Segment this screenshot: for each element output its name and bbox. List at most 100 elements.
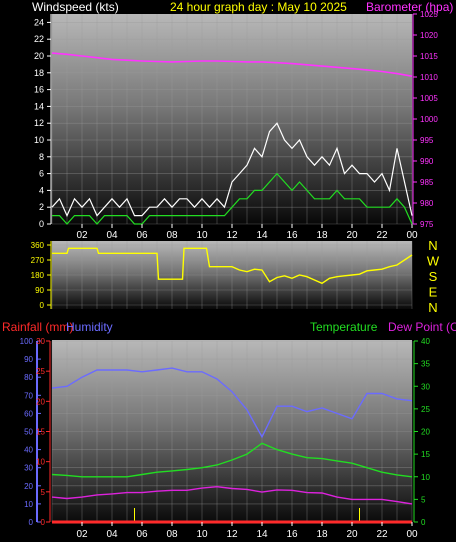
windspeed-tick-label: 24	[34, 17, 44, 27]
windspeed-tick-label: 18	[34, 68, 44, 78]
time-tick-label: 02	[76, 230, 88, 241]
time-tick-label: 06	[136, 529, 148, 540]
humidity-tick-label: 30	[24, 464, 33, 473]
time-tick-label: 12	[226, 529, 238, 540]
temperature-tick-label: 35	[421, 360, 430, 369]
barometer-title: Barometer (hpa)	[366, 0, 453, 14]
windspeed-tick-label: 22	[34, 34, 44, 44]
wind-grid	[51, 14, 413, 225]
dewpoint-title: Dew Point (C)	[388, 320, 456, 334]
direction-tick-label: 360	[31, 241, 45, 250]
direction-degrees-axis: 0 90 180 270 360	[31, 241, 52, 310]
time-tick-label: 04	[106, 529, 118, 540]
direction-tick-label: 0	[40, 301, 45, 310]
barometer-line	[51, 52, 413, 77]
time-tick-label: 02	[76, 529, 88, 540]
windspeed-tick-label: 8	[39, 152, 44, 162]
rainfall-tick-label: 0	[41, 518, 46, 527]
temperature-tick-label: 40	[421, 337, 430, 346]
barometer-tick-label: 1000	[420, 115, 438, 124]
wind-direction-line	[52, 247, 413, 285]
barometer-tick-label: 975	[420, 220, 434, 229]
time-tick-label: 10	[196, 230, 208, 241]
temperature-line	[51, 442, 413, 478]
time-tick-label: 08	[166, 230, 178, 241]
temperature-tick-label: 30	[421, 382, 430, 391]
time-tick-label: 00	[406, 529, 418, 540]
rainfall-tick-label: 20	[36, 397, 45, 406]
rainfall-tick-label: 30	[36, 337, 45, 346]
time-tick-label: 16	[286, 230, 298, 241]
temperature-title: Temperature	[310, 320, 378, 334]
time-tick-label: 18	[316, 230, 328, 241]
humidity-tick-label: 60	[24, 409, 33, 418]
compass-letter: E	[429, 285, 438, 300]
humidity-tick-label: 100	[20, 337, 34, 346]
time-tick-label: 00	[406, 230, 418, 241]
rainfall-title: Rainfall (mm)	[2, 320, 73, 334]
temperature-tick-label: 5	[421, 495, 426, 504]
barometer-tick-label: 1020	[420, 31, 438, 40]
humidity-tick-label: 90	[24, 355, 33, 364]
windspeed-tick-label: 20	[34, 51, 44, 61]
compass-letter: S	[429, 269, 438, 284]
time-tick-label: 12	[226, 230, 238, 241]
wind-series	[51, 52, 413, 225]
windspeed-tick-label: 14	[34, 101, 44, 111]
climate-axes: 0 10 20 30 40 50 60 70 80 90 100 0 5 10 15 20 25 30 0 5 10 15…	[20, 337, 431, 527]
time-tick-label: 22	[376, 230, 388, 241]
time-tick-label: 16	[286, 529, 298, 540]
temperature-tick-label: 15	[421, 450, 430, 459]
humidity-tick-label: 40	[24, 446, 33, 455]
windspeed-tick-label: 12	[34, 118, 44, 128]
windspeed-tick-label: 6	[39, 169, 44, 179]
time-tick-label: 22	[376, 529, 388, 540]
compass-letter: N	[428, 300, 437, 315]
dewpoint-line	[51, 485, 413, 505]
humidity-tick-label: 70	[24, 391, 33, 400]
barometer-tick-label: 1005	[420, 94, 438, 103]
time-axis-bottom: 02 04 06 08 10 12 14 16 18 20 22 00	[76, 522, 418, 540]
average-wind-line	[52, 172, 413, 225]
humidity-tick-label: 10	[24, 500, 33, 509]
time-tick-label: 20	[346, 529, 358, 540]
time-tick-label: 10	[196, 529, 208, 540]
time-tick-label: 04	[106, 230, 118, 241]
compass-letter: W	[427, 254, 440, 269]
windspeed-tick-label: 16	[34, 85, 44, 95]
barometer-tick-label: 980	[420, 199, 434, 208]
barometer-tick-label: 985	[420, 178, 434, 187]
humidity-tick-label: 0	[29, 518, 34, 527]
windspeed-title: Windspeed (kts)	[32, 0, 119, 14]
temperature-tick-label: 0	[421, 518, 426, 527]
windspeed-tick-label: 2	[39, 202, 44, 212]
humidity-tick-label: 50	[24, 428, 33, 437]
barometer-tick-label: 1015	[420, 52, 438, 61]
direction-tick-label: 270	[31, 256, 45, 265]
humidity-line	[51, 367, 413, 439]
gust-line	[51, 122, 413, 218]
windspeed-tick-label: 10	[34, 135, 44, 145]
windspeed-tick-label: 0	[39, 219, 44, 229]
time-tick-label: 14	[256, 529, 268, 540]
direction-series	[52, 247, 413, 285]
barometer-axis: 975 980 985 990 995 1000 1005 1010 1015 1020 1025	[412, 10, 438, 229]
humidity-title: Humidity	[66, 320, 113, 334]
rainfall-tick-label: 25	[36, 367, 45, 376]
temperature-tick-label: 10	[421, 473, 430, 482]
compass-letter: N	[428, 238, 437, 253]
time-tick-label: 14	[256, 230, 268, 241]
time-axis-top: 02 04 06 08 10 12 14 16 18 20 22 00	[76, 224, 418, 241]
climate-panel: 0102030405060708090100051015202530051015…	[2, 320, 456, 540]
windspeed-tick-label: 4	[39, 185, 44, 195]
barometer-tick-label: 990	[420, 157, 434, 166]
humidity-tick-label: 80	[24, 373, 33, 382]
rainfall-tick-label: 5	[41, 488, 46, 497]
temperature-tick-label: 20	[421, 428, 430, 437]
direction-tick-label: 180	[31, 271, 45, 280]
direction-tick-label: 90	[35, 286, 44, 295]
